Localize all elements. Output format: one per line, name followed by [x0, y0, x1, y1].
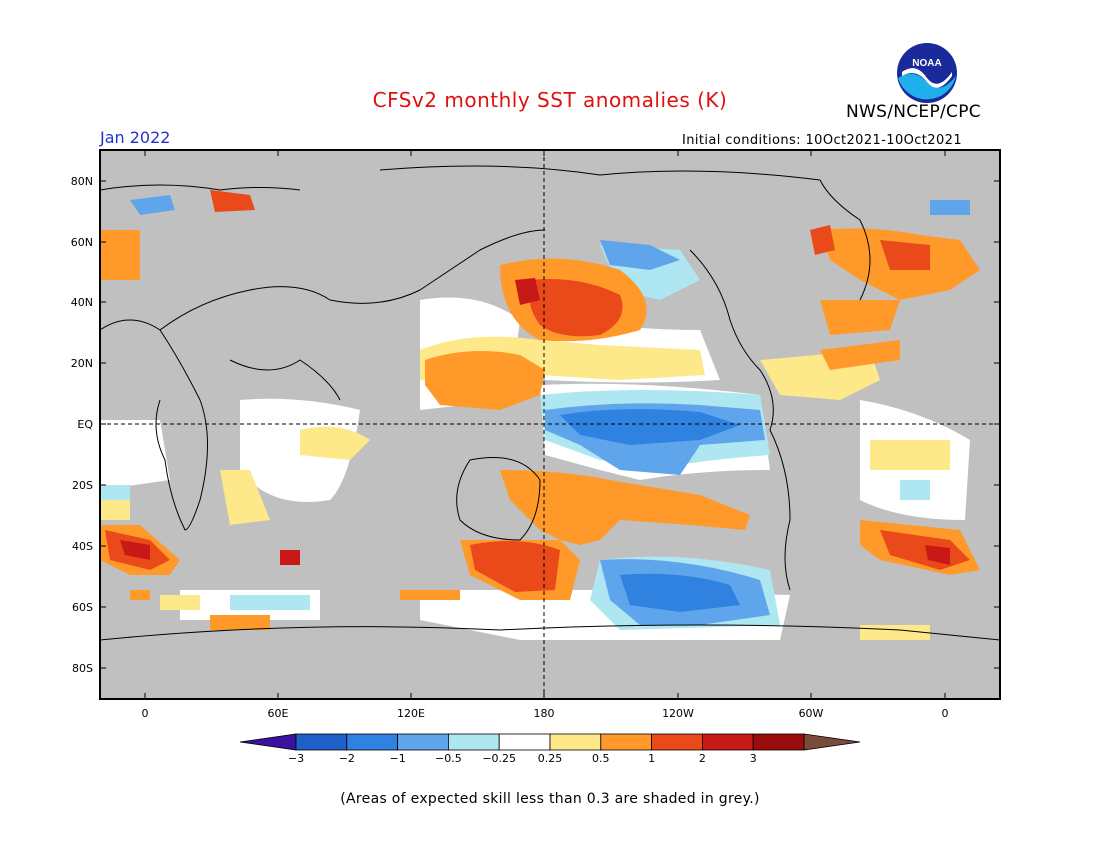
colorbar-label: 3 — [750, 752, 757, 765]
colorbar-label: 2 — [699, 752, 706, 765]
lon-label: 180 — [534, 707, 555, 720]
lon-label: 120W — [662, 707, 694, 720]
strong-warm-region — [105, 190, 970, 592]
lon-label: 0 — [142, 707, 149, 720]
colorbar-label: −3 — [288, 752, 304, 765]
colorbar-box — [600, 733, 652, 751]
colorbar-min-arrow — [239, 733, 297, 751]
colorbar-box — [397, 733, 449, 751]
strong-cool-region — [560, 409, 740, 612]
lat-label: 60S — [72, 601, 93, 614]
colorbar-box — [549, 733, 602, 751]
lat-label: 40S — [72, 540, 93, 553]
longitude-axis: 0 60E 120E 180 120W 60W 0 — [142, 150, 949, 720]
logo-text: NOAA — [912, 58, 941, 69]
very-strong-warm-region — [120, 278, 950, 565]
colorbar-max-arrow — [803, 733, 861, 751]
colorbar-box — [498, 733, 551, 751]
forecast-month: Jan 2022 — [100, 128, 171, 147]
anomaly-field — [100, 165, 1000, 641]
colorbar-label: 1 — [648, 752, 655, 765]
lat-label: 60N — [71, 236, 93, 249]
colorbar-box — [752, 733, 805, 751]
colorbar: −3 −2 −1 −0.5 −0.25 0.25 0.5 1 2 3 — [239, 733, 861, 765]
noaa-logo: NOAA — [897, 43, 957, 103]
initial-conditions: Initial conditions: 10Oct2021-10Oct2021 — [682, 133, 962, 148]
colorbar-label: −2 — [339, 752, 355, 765]
colorbar-box — [295, 733, 348, 751]
lat-label: 20N — [71, 357, 93, 370]
lat-label: 20S — [72, 479, 93, 492]
colorbar-label: 0.5 — [592, 752, 610, 765]
lat-label: 80N — [71, 175, 93, 188]
lon-label: 60E — [268, 707, 289, 720]
colorbar-box — [346, 733, 398, 751]
coastlines — [100, 165, 1000, 641]
organization-label: NWS/NCEP/CPC — [846, 102, 981, 122]
chart-title: CFSv2 monthly SST anomalies (K) — [372, 88, 728, 112]
colorbar-label: 0.25 — [538, 752, 563, 765]
colorbar-box — [702, 733, 754, 751]
lon-label: 60W — [799, 707, 824, 720]
latitude-axis: 80N 60N 40N 20N EQ 20S 40S 60S 80S — [71, 175, 1000, 675]
colorbar-box — [447, 733, 500, 751]
colorbar-label: −0.25 — [482, 752, 516, 765]
lat-label: EQ — [77, 418, 93, 431]
lon-label: 0 — [942, 707, 949, 720]
lon-label: 120E — [397, 707, 425, 720]
colorbar-box — [651, 733, 703, 751]
skill-caption: (Areas of expected skill less than 0.3 a… — [340, 791, 760, 807]
lat-label: 80S — [72, 662, 93, 675]
colorbar-label: −1 — [389, 752, 405, 765]
lat-label: 40N — [71, 296, 93, 309]
colorbar-label: −0.5 — [435, 752, 462, 765]
